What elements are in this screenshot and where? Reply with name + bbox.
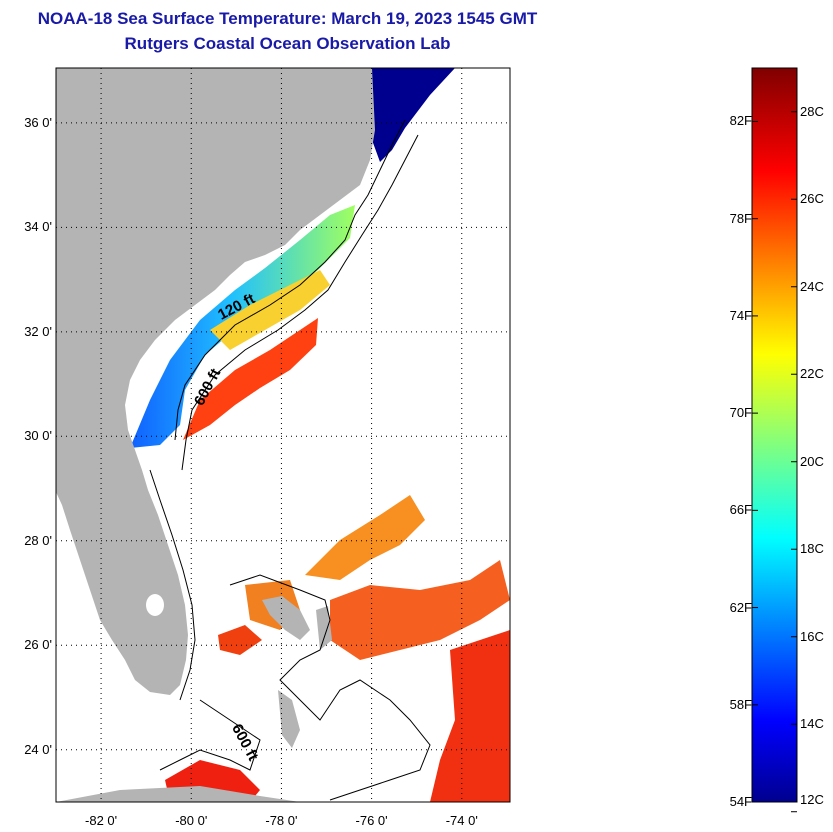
colorbar-label-f: 54F bbox=[729, 794, 752, 809]
lat-label: 28 0' bbox=[24, 532, 52, 548]
shelf-yellow bbox=[210, 270, 330, 350]
colorbar bbox=[751, 67, 798, 803]
colorbar-label-c: 16C bbox=[800, 628, 824, 644]
bahamas-island-2 bbox=[278, 690, 300, 748]
colorbar-label-f: 62F bbox=[729, 599, 752, 615]
bahamas-island bbox=[262, 596, 310, 640]
colorbar-label-c: 24C bbox=[800, 278, 824, 294]
colorbar-ticks bbox=[752, 111, 797, 813]
lon-label: -78 0' bbox=[265, 813, 298, 828]
map-subtitle: Rutgers Coastal Ocean Observation Lab bbox=[124, 34, 451, 53]
colorbar-label-f: 70F bbox=[729, 405, 752, 421]
colorbar-label-f: 78F bbox=[729, 210, 752, 226]
colorbar-label-c: 20C bbox=[800, 453, 824, 469]
ocean-orange-patch bbox=[305, 495, 425, 580]
gulf-stream-warm bbox=[183, 318, 318, 440]
lon-label: -82 0' bbox=[85, 813, 118, 828]
lon-label: -76 0' bbox=[355, 813, 388, 828]
colorbar-label-c: 22C bbox=[800, 366, 824, 382]
bahamas-island-3 bbox=[316, 606, 332, 650]
map-frame bbox=[55, 67, 511, 803]
colorbar-label-c: 14C bbox=[800, 716, 824, 732]
map-title: NOAA-18 Sea Surface Temperature: March 1… bbox=[37, 9, 538, 28]
depth-contour-florida bbox=[149, 469, 196, 701]
colorbar-label-c: 26C bbox=[800, 191, 824, 207]
colorbar-label-c: 12C bbox=[800, 792, 824, 807]
lat-label: 24 0' bbox=[24, 741, 52, 757]
lat-label: 30 0' bbox=[24, 428, 52, 444]
colorbar-label-c: 18C bbox=[800, 541, 824, 557]
colorbar-label-f: 66F bbox=[729, 502, 752, 518]
lat-label: 32 0' bbox=[24, 323, 52, 339]
lat-label: 26 0' bbox=[24, 637, 52, 653]
lat-label: 36 0' bbox=[24, 114, 52, 130]
map-area bbox=[56, 68, 510, 802]
lat-label: 34 0' bbox=[24, 219, 52, 235]
colorbar-label-c: 28C bbox=[800, 103, 824, 119]
lon-label: -74 0' bbox=[445, 813, 478, 828]
ocean-red-patch-2 bbox=[218, 625, 262, 655]
coastal-cool-water bbox=[130, 205, 355, 448]
map-gridlines bbox=[56, 68, 510, 802]
depth-contour-120ft bbox=[174, 119, 406, 441]
ocean-orange-patch-2 bbox=[330, 560, 510, 660]
colorbar-label-f: 58F bbox=[729, 696, 752, 712]
land-mass-cuba bbox=[56, 786, 300, 802]
colorbar-label-f: 74F bbox=[729, 307, 752, 323]
lon-label: -80 0' bbox=[175, 813, 208, 828]
lake-okeechobee bbox=[146, 594, 164, 616]
ocean-red-patch bbox=[430, 630, 510, 802]
colorbar-label-f: 82F bbox=[729, 113, 752, 129]
cold-water-patch bbox=[372, 68, 455, 162]
depth-contour-south bbox=[159, 699, 261, 771]
depth-contour-bahamas bbox=[229, 574, 431, 801]
land-mass-us bbox=[56, 68, 375, 695]
depth-contour-600ft bbox=[181, 134, 419, 471]
